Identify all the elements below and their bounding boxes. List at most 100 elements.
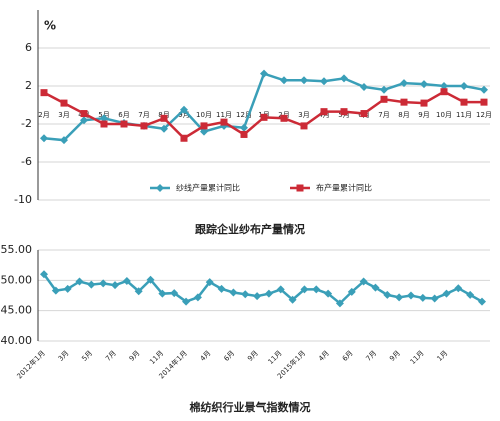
point	[420, 99, 428, 107]
point	[380, 85, 388, 94]
x-tick-label: 12月	[476, 111, 492, 119]
point	[240, 130, 248, 138]
point	[75, 277, 84, 286]
point	[395, 293, 404, 302]
x-tick-label: 1月	[436, 349, 450, 363]
x-tick-label: 9月	[246, 349, 260, 363]
point	[260, 113, 268, 121]
point	[335, 299, 344, 308]
point	[170, 289, 179, 298]
point	[80, 116, 88, 125]
point	[87, 280, 96, 289]
y-tick-label: -10	[14, 193, 32, 206]
x-tick-label: 4月	[317, 349, 331, 363]
x-tick-label: 6月	[118, 111, 129, 119]
x-tick-label: 9月	[128, 349, 142, 363]
point	[324, 289, 333, 298]
point	[200, 127, 208, 136]
y-tick-label: 40.00	[1, 334, 33, 347]
x-tick-label: 9月	[178, 111, 189, 119]
point	[406, 291, 415, 300]
point	[420, 80, 428, 89]
x-tick-label: 3月	[58, 111, 69, 119]
point	[158, 289, 167, 298]
x-tick-label: 2012年1月	[15, 348, 47, 380]
y-tick-label: 50.00	[1, 273, 33, 286]
point	[111, 281, 120, 290]
x-tick-label: 3月	[57, 349, 71, 363]
point	[380, 95, 388, 103]
x-tick-label: 11月	[456, 111, 472, 119]
series-line	[42, 273, 483, 306]
x-tick-label: 7月	[138, 111, 149, 119]
x-tick-label: 11月	[216, 111, 232, 119]
point	[440, 82, 448, 90]
point	[296, 184, 304, 192]
point	[454, 284, 463, 293]
x-tick-label: 3月	[298, 111, 309, 119]
point	[156, 184, 164, 192]
chart-title: 棉纺织行业景气指数情况	[190, 400, 311, 414]
point	[312, 285, 321, 294]
point	[120, 120, 128, 128]
point	[40, 270, 48, 279]
point	[229, 288, 238, 297]
point	[300, 76, 308, 85]
point	[240, 123, 248, 132]
point	[359, 277, 368, 286]
point	[80, 110, 88, 118]
point	[253, 292, 262, 301]
point	[340, 108, 348, 116]
chart-title: 跟踪企业纱布产量情况	[195, 222, 305, 236]
x-tick-label: 7月	[378, 111, 389, 119]
point	[360, 110, 368, 118]
point	[280, 114, 288, 122]
point	[160, 124, 168, 133]
point	[480, 98, 488, 106]
point	[442, 289, 451, 298]
point	[264, 289, 273, 298]
x-tick-label: 12月	[236, 111, 252, 119]
y-tick-label: 6	[25, 41, 32, 54]
x-tick-label: 7月	[104, 349, 118, 363]
x-tick-label: 10月	[196, 111, 212, 119]
point	[260, 69, 268, 78]
point	[480, 85, 488, 94]
y-tick-label: -6	[21, 155, 32, 168]
point	[320, 77, 328, 86]
x-tick-label: 11月	[267, 349, 284, 366]
x-tick-label: 11月	[148, 349, 165, 366]
point	[280, 76, 288, 85]
x-tick-label: 10月	[436, 111, 452, 119]
point	[51, 286, 60, 295]
x-tick-label: 9月	[388, 349, 402, 363]
point	[371, 283, 380, 292]
point	[60, 99, 68, 107]
point	[340, 74, 348, 83]
point	[360, 82, 368, 91]
legend-label: 布产量累计同比	[316, 183, 372, 193]
point	[182, 297, 191, 306]
point	[288, 295, 297, 304]
point	[63, 284, 72, 293]
point	[460, 82, 468, 90]
x-tick-label: 4月	[199, 349, 213, 363]
point	[122, 276, 131, 285]
point	[180, 134, 188, 142]
y-tick-label: 45.00	[1, 304, 33, 317]
point	[205, 278, 214, 287]
y-tick-label: 55.00	[1, 243, 33, 256]
point	[383, 290, 392, 299]
y-tick-label: -2	[21, 117, 32, 130]
point	[40, 89, 48, 97]
point	[400, 79, 408, 88]
x-tick-label: 7月	[365, 349, 379, 363]
point	[418, 293, 427, 302]
point	[220, 118, 228, 126]
x-tick-label: 9月	[418, 111, 429, 119]
point	[200, 122, 208, 130]
point	[478, 297, 486, 306]
x-tick-label: 5月	[80, 349, 94, 363]
point	[347, 287, 356, 296]
point	[440, 88, 448, 96]
